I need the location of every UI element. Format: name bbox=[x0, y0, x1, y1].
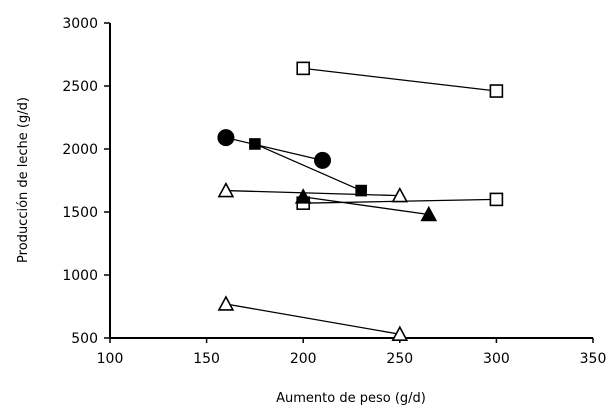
filled-circle-marker bbox=[217, 129, 235, 147]
open-triangle-marker bbox=[217, 295, 235, 311]
x-axis-title: Aumento de peso (g/d) bbox=[276, 391, 426, 406]
x-tick-label: 150 bbox=[193, 351, 220, 367]
filled-triangle-marker bbox=[420, 205, 438, 222]
series-line bbox=[303, 196, 429, 216]
x-tick-label: 200 bbox=[290, 351, 317, 367]
series-group bbox=[296, 61, 504, 98]
y-tick-label: 2000 bbox=[62, 142, 98, 158]
series-line bbox=[303, 67, 497, 92]
filled-square-marker bbox=[249, 138, 261, 150]
x-tick-label: 300 bbox=[483, 351, 510, 367]
x-tick-label: 100 bbox=[97, 351, 124, 367]
series-group bbox=[217, 295, 409, 341]
open-triangle-marker bbox=[217, 181, 235, 198]
series-line bbox=[225, 303, 400, 335]
y-tick-label: 500 bbox=[71, 331, 98, 347]
filled-circle-marker bbox=[314, 151, 332, 169]
y-tick-label: 2500 bbox=[62, 79, 98, 95]
open-square-marker bbox=[489, 84, 504, 98]
ticks: 100 150 200 250 300 350 500 1000 1500 2000 2500 300… bbox=[62, 16, 606, 367]
y-tick-label: 3000 bbox=[62, 16, 98, 32]
x-tick-label: 350 bbox=[580, 351, 607, 367]
series-group bbox=[249, 138, 367, 197]
series-line bbox=[225, 137, 323, 161]
y-tick-label: 1000 bbox=[62, 268, 98, 284]
y-axis-title: Producción de leche (g/d) bbox=[16, 97, 31, 263]
series-group bbox=[294, 188, 438, 222]
open-square-marker bbox=[296, 61, 311, 76]
series-group bbox=[217, 129, 332, 169]
y-tick-label: 1500 bbox=[62, 205, 98, 221]
axes bbox=[109, 23, 593, 339]
open-triangle-marker bbox=[391, 325, 409, 341]
open-square-marker bbox=[489, 192, 504, 207]
series-layer bbox=[217, 61, 504, 341]
filled-square-marker bbox=[355, 184, 367, 197]
x-tick-label: 250 bbox=[386, 351, 413, 367]
open-triangle-marker bbox=[391, 186, 409, 203]
series-line bbox=[254, 143, 362, 192]
filled-triangle-marker bbox=[294, 188, 312, 204]
series-line bbox=[225, 189, 400, 197]
series-group bbox=[217, 181, 409, 203]
